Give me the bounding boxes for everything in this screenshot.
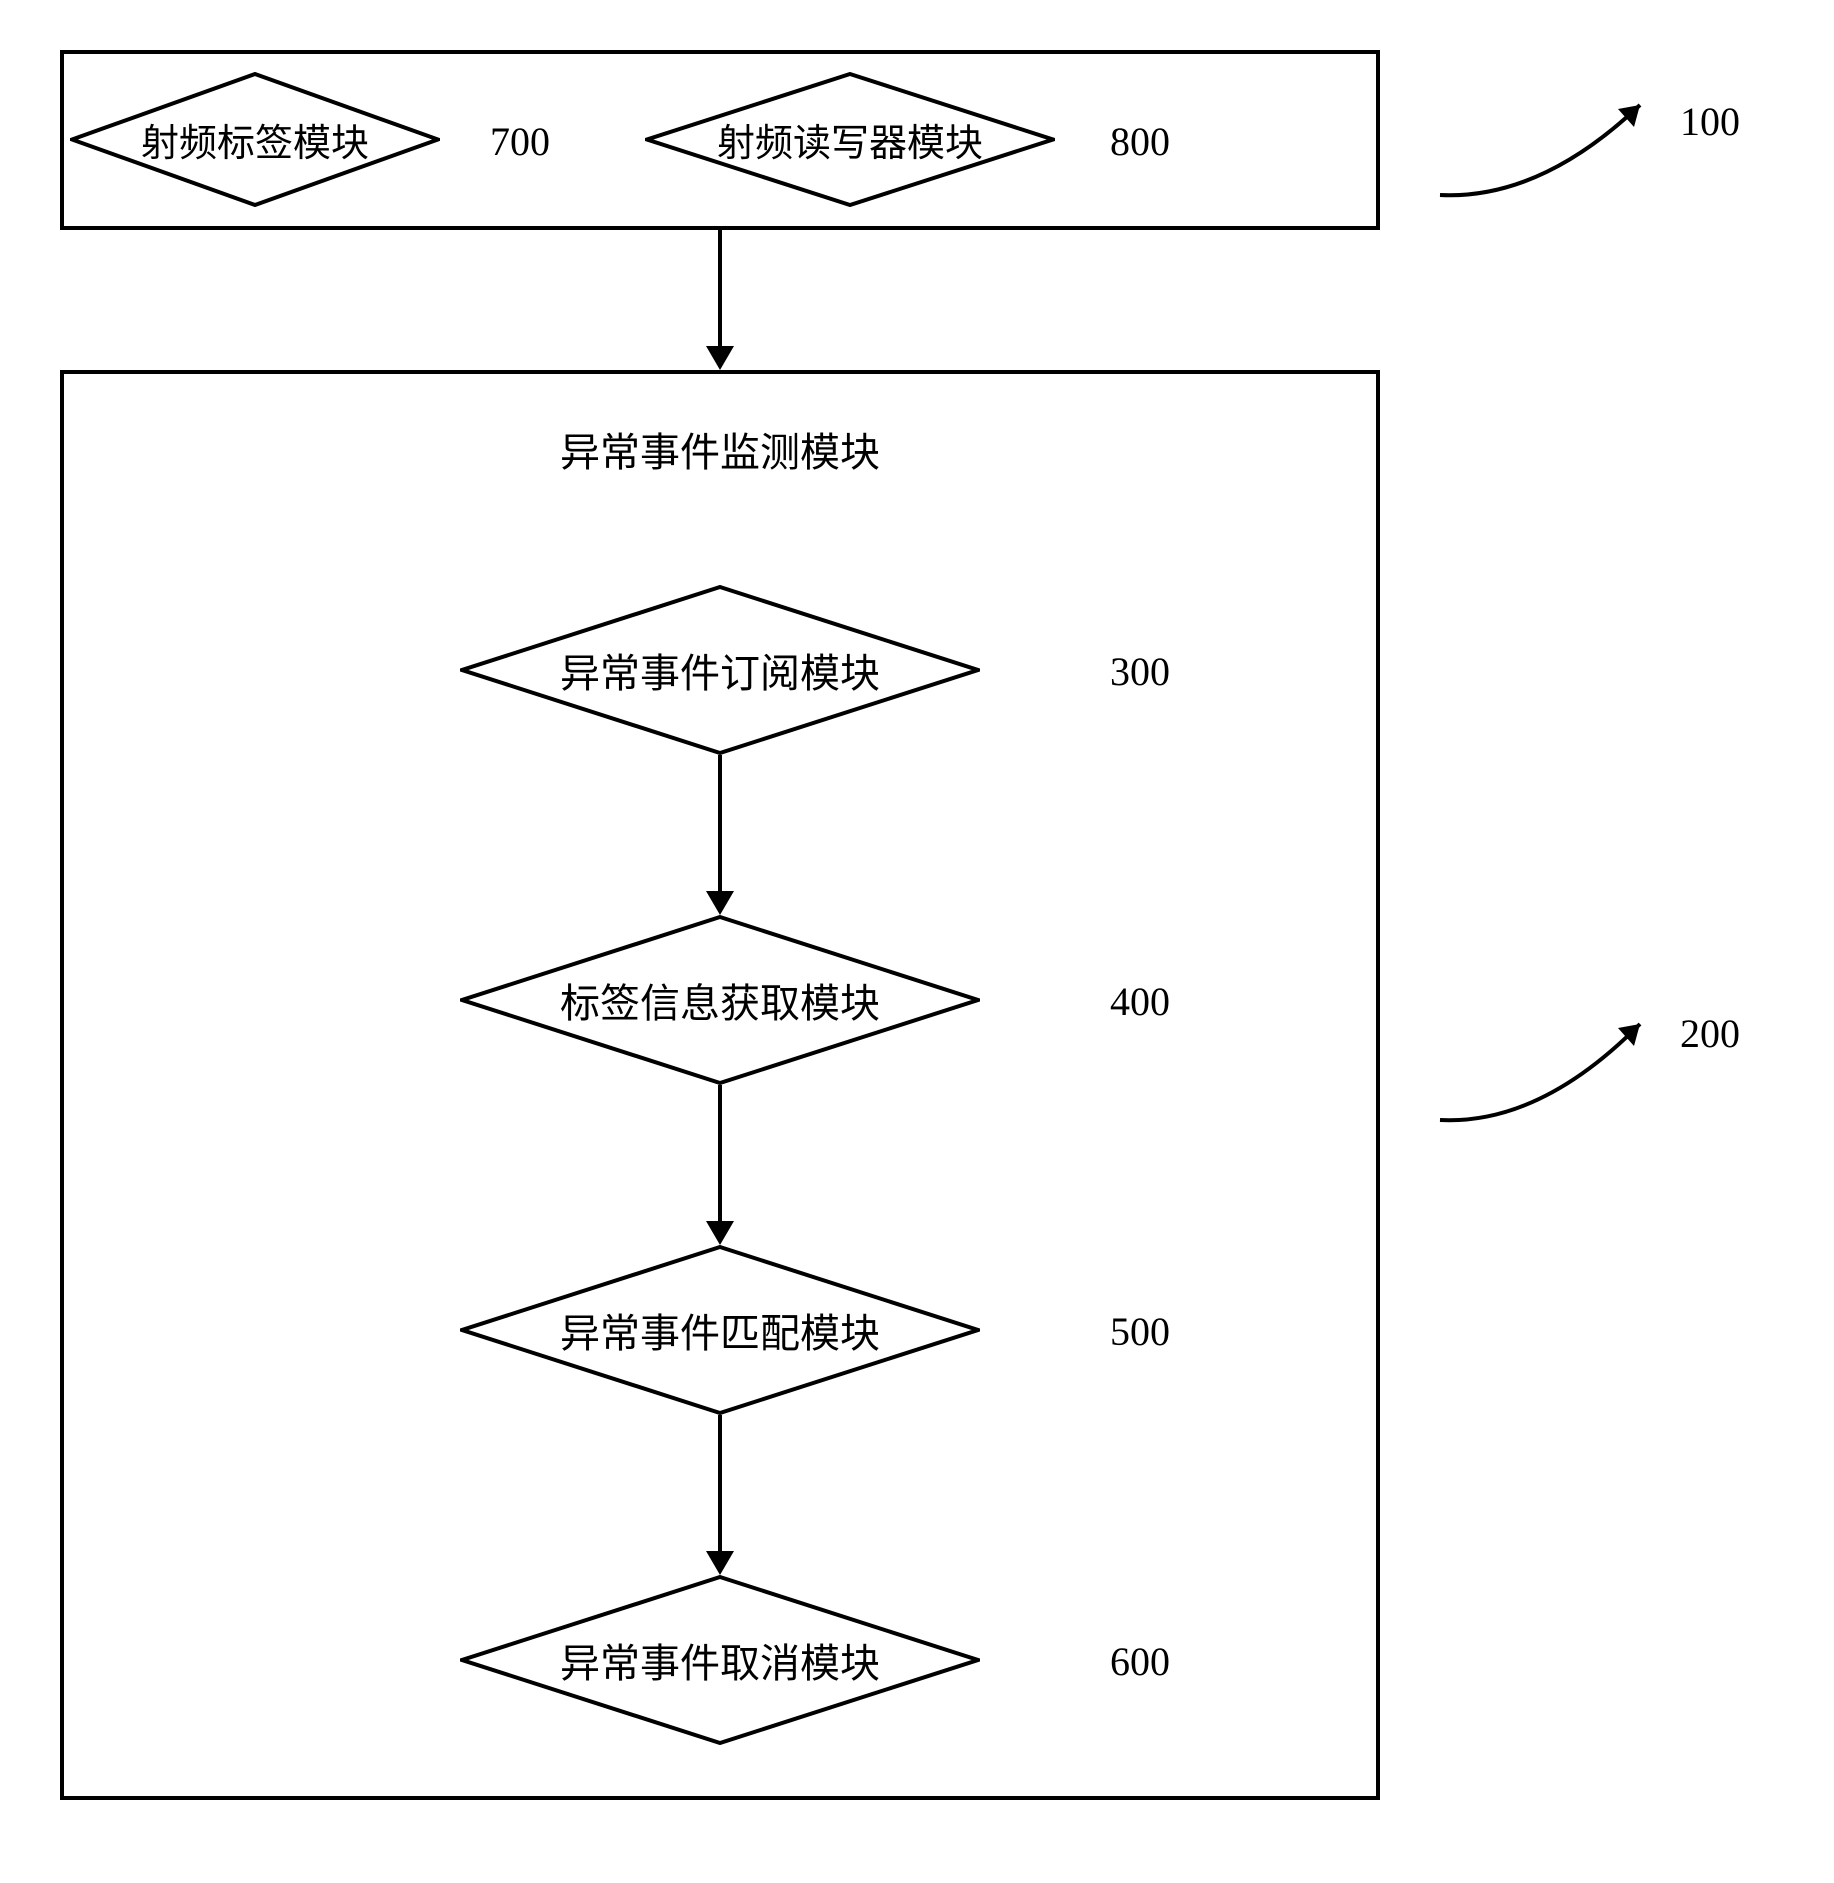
ref-600: 600 [1110,1638,1170,1685]
arrowhead-400-500 [706,1221,734,1245]
connector-top-bottom [718,230,722,352]
ref-300: 300 [1110,648,1170,695]
curve-arrow-200 [1420,1000,1680,1140]
diamond-acquire: 标签信息获取模块 [460,915,980,1085]
ref-400: 400 [1110,978,1170,1025]
arrowhead-500-600 [706,1551,734,1575]
diamond-match: 异常事件匹配模块 [460,1245,980,1415]
curve-arrow-100 [1420,85,1680,215]
ref-100: 100 [1680,98,1740,145]
diamond-rf-tag-label: 射频标签模块 [141,112,369,167]
bottom-box-title: 异常事件监测模块 [60,420,1380,478]
connector-400-500 [718,1085,722,1223]
diamond-cancel-label: 异常事件取消模块 [560,1631,880,1689]
ref-700: 700 [490,118,550,165]
ref-200: 200 [1680,1010,1740,1057]
diamond-cancel: 异常事件取消模块 [460,1575,980,1745]
diamond-rf-reader: 射频读写器模块 [645,72,1055,207]
ref-500: 500 [1110,1308,1170,1355]
diamond-rf-tag: 射频标签模块 [70,72,440,207]
arrowhead-300-400 [706,891,734,915]
diamond-subscribe-label: 异常事件订阅模块 [560,641,880,699]
arrowhead-top-bottom [706,346,734,370]
diamond-rf-reader-label: 射频读写器模块 [717,112,983,167]
connector-300-400 [718,755,722,893]
connector-500-600 [718,1415,722,1553]
diamond-match-label: 异常事件匹配模块 [560,1301,880,1359]
diamond-subscribe: 异常事件订阅模块 [460,585,980,755]
diamond-acquire-label: 标签信息获取模块 [560,971,880,1029]
ref-800: 800 [1110,118,1170,165]
